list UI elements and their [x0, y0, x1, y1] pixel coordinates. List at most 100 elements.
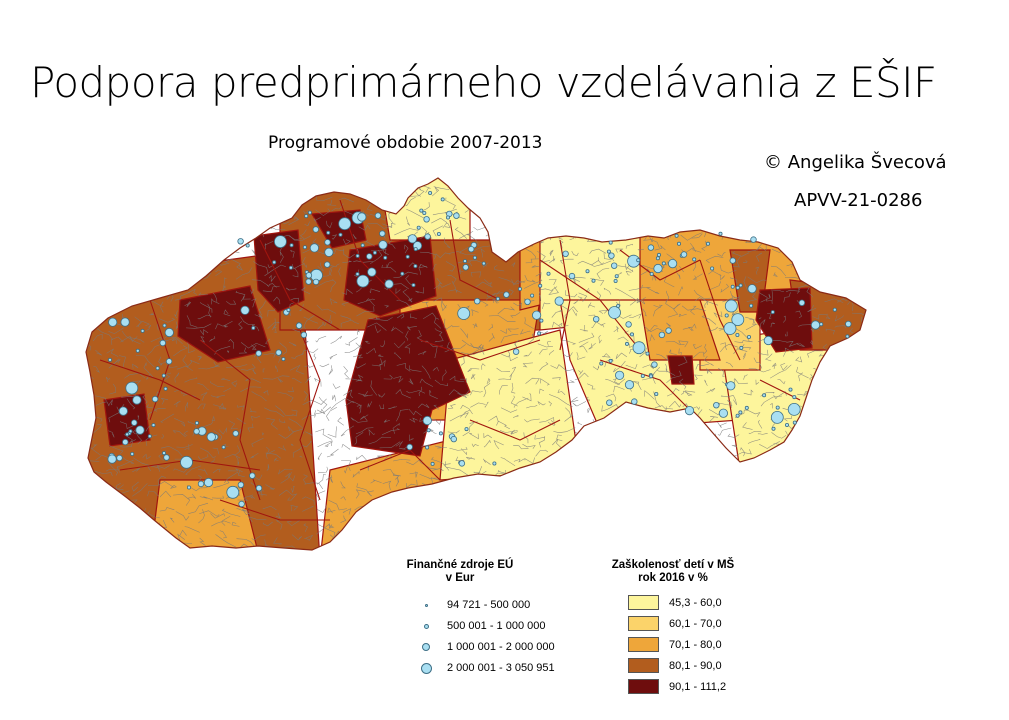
- funding-circle: [462, 264, 469, 271]
- funding-circle: [366, 253, 373, 260]
- funding-circle: [438, 431, 443, 436]
- legend-circle-symbol: [423, 623, 429, 629]
- funding-circle: [416, 225, 421, 230]
- funding-circle: [649, 271, 654, 276]
- funding-circle: [338, 217, 352, 231]
- funding-circle: [593, 316, 600, 323]
- funding-circle: [731, 313, 745, 327]
- funding-circle: [162, 323, 167, 328]
- funding-circle: [197, 480, 205, 488]
- funding-circle: [606, 249, 611, 254]
- funding-circle: [307, 210, 312, 215]
- funding-circle: [422, 210, 427, 215]
- legend-funds-label: 1 000 001 - 2 000 000: [447, 641, 555, 653]
- district-region: [755, 287, 813, 353]
- funding-circle: [378, 240, 388, 250]
- funding-circle: [735, 285, 740, 290]
- legend-rate-swatch: [628, 595, 659, 610]
- funding-circle: [524, 298, 531, 305]
- funding-circle: [155, 366, 160, 371]
- funding-circle: [718, 231, 723, 236]
- funding-circle: [677, 241, 682, 246]
- funding-circle: [273, 235, 287, 249]
- funding-circle: [713, 402, 720, 409]
- funding-circle: [249, 472, 256, 479]
- legend-rate-item: 60,1 - 70,0: [628, 615, 722, 632]
- funding-circle: [608, 358, 613, 363]
- project-code: APVV-21-0286: [794, 190, 923, 211]
- funding-circle: [130, 419, 138, 426]
- funding-circle: [625, 341, 630, 346]
- funding-circle: [272, 260, 277, 265]
- funding-circle: [608, 252, 615, 259]
- funding-circle: [763, 335, 773, 346]
- funding-circle: [654, 391, 659, 396]
- funding-circle: [413, 247, 418, 252]
- funding-circle: [122, 438, 129, 446]
- legend-rate-label: 60,1 - 70,0: [669, 617, 722, 630]
- funding-circle: [718, 408, 729, 418]
- funding-circle: [161, 373, 166, 378]
- funding-circle: [288, 265, 293, 270]
- funding-circle: [512, 348, 520, 355]
- funding-circle: [787, 402, 801, 416]
- funding-circle: [312, 226, 319, 233]
- funding-circle: [324, 239, 331, 246]
- funding-circle: [647, 244, 655, 251]
- funding-circle: [356, 274, 370, 288]
- funding-circle: [614, 370, 625, 380]
- funding-circle: [304, 214, 309, 219]
- funding-circle: [132, 395, 142, 405]
- funding-circle: [710, 266, 715, 271]
- funding-circle: [810, 320, 821, 330]
- funding-circle: [206, 432, 216, 442]
- funding-circle: [674, 233, 679, 238]
- funding-circle: [631, 398, 638, 405]
- funding-circle: [614, 274, 619, 279]
- funding-circle: [636, 258, 641, 263]
- funding-circle: [108, 357, 113, 362]
- legend-rate-item: 45,3 - 60,0: [628, 594, 722, 611]
- funding-circle: [585, 269, 590, 274]
- funding-circle: [440, 197, 445, 202]
- funding-circle: [832, 307, 837, 312]
- funding-circle: [295, 322, 303, 329]
- funding-circle: [632, 341, 646, 355]
- funding-circle: [568, 272, 576, 280]
- funding-circle: [445, 215, 450, 220]
- legend-funds-item: 500 001 - 1 000 000: [415, 617, 545, 635]
- funding-circle: [275, 349, 282, 356]
- funding-circle: [798, 299, 806, 306]
- funding-circle: [411, 283, 416, 288]
- funding-circle: [464, 427, 469, 432]
- funding-circle: [771, 426, 776, 431]
- funding-circle: [624, 380, 635, 390]
- district-region: [379, 178, 471, 241]
- legend-rate-swatch: [628, 658, 659, 673]
- legend-rate-title: Zaškolenosť detí v MŠ rok 2016 v %: [611, 559, 735, 584]
- funding-circle: [749, 303, 754, 308]
- funding-circle: [468, 245, 475, 253]
- legend-circle-symbol: [424, 603, 428, 607]
- funding-circle: [245, 243, 250, 248]
- funding-circle: [128, 429, 133, 434]
- funding-circle: [118, 406, 128, 416]
- funding-circle: [436, 231, 441, 236]
- funding-circle: [151, 395, 159, 403]
- funding-circle: [474, 298, 481, 305]
- funding-circle: [108, 317, 118, 327]
- legend-circle-symbol: [422, 643, 430, 651]
- funding-circle: [665, 327, 672, 334]
- funding-circle: [750, 236, 757, 243]
- districts-layer: [86, 178, 866, 550]
- funding-circle: [286, 308, 291, 313]
- legend-rate-swatch: [628, 616, 659, 631]
- funding-circle: [164, 327, 174, 338]
- funding-circle: [546, 271, 551, 276]
- funding-circle: [400, 271, 405, 276]
- funding-circle: [232, 430, 239, 437]
- funding-circle: [140, 328, 145, 333]
- funding-circle: [684, 405, 695, 416]
- funding-circle: [424, 233, 431, 240]
- funding-circle: [312, 278, 320, 286]
